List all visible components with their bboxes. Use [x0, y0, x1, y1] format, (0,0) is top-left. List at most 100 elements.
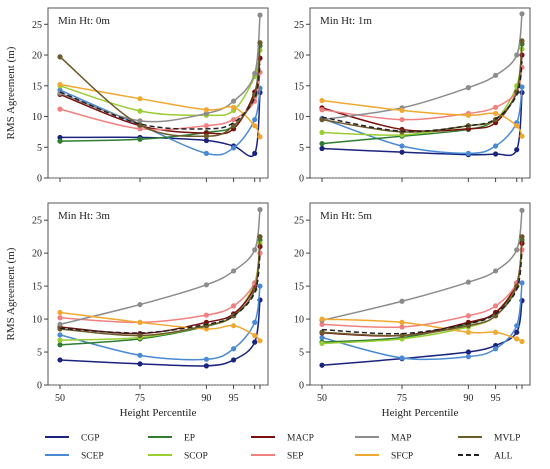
data-point: [257, 40, 263, 46]
legend-entry-mvlp: MVLP: [458, 434, 520, 444]
series-sfcp: [57, 309, 263, 344]
series-sep: [57, 250, 263, 325]
data-point: [399, 355, 405, 361]
data-point: [319, 340, 325, 347]
series-line: [321, 243, 523, 345]
data-point: [493, 104, 499, 110]
data-point: [493, 143, 499, 149]
data-point: [137, 361, 143, 367]
data-point: [203, 356, 209, 362]
data-point: [399, 324, 405, 330]
data-point: [399, 319, 405, 325]
legend-entry-macp: MACP: [251, 434, 314, 444]
y-tick-label: 20: [32, 51, 42, 62]
series-line: [321, 243, 523, 337]
data-point: [257, 250, 263, 256]
data-point: [514, 52, 520, 58]
data-point: [319, 140, 325, 147]
legend-entry-all: ALL: [458, 452, 513, 462]
data-point: [399, 149, 405, 155]
data-point: [231, 123, 237, 129]
data-point: [465, 279, 471, 285]
legend-entry-scop: SCOP: [148, 452, 208, 462]
data-point: [137, 96, 143, 102]
data-point: [137, 136, 143, 142]
legend-label: SFCP: [391, 452, 413, 462]
data-point: [252, 70, 258, 77]
series-mvlp: [57, 234, 263, 339]
data-point: [493, 313, 499, 319]
data-point: [57, 337, 63, 343]
data-point: [203, 137, 209, 144]
series-line: [321, 251, 523, 335]
y-tick-label: 10: [294, 112, 304, 123]
legend: CGP EP MACP MAP MVLP SCEP SCOP SEP SFCP ALL: [45, 434, 520, 462]
data-point: [203, 110, 209, 117]
data-point: [257, 338, 263, 344]
data-point: [252, 116, 258, 123]
data-point: [231, 346, 237, 352]
series-line: [321, 43, 523, 145]
data-point: [319, 129, 325, 136]
y-tick-label: 0: [299, 174, 304, 185]
y-axis-title: RMS Agreement (m): [5, 247, 17, 340]
y-tick-label: 10: [32, 315, 42, 326]
x-tick-label: 95: [491, 393, 501, 404]
data-point: [514, 247, 520, 253]
legend-label: CGP: [81, 434, 99, 444]
series-line: [59, 239, 261, 346]
panel-title: Min Ht: 5m: [320, 210, 372, 222]
data-point: [465, 329, 471, 335]
data-point: [252, 247, 258, 253]
data-point: [399, 143, 405, 149]
y-tick-label: 15: [294, 81, 304, 92]
series-line: [321, 210, 523, 322]
data-point: [231, 268, 237, 274]
data-point: [231, 98, 237, 104]
data-point: [493, 110, 499, 117]
data-point: [319, 316, 325, 322]
data-point: [57, 342, 63, 348]
legend-label: ALL: [494, 452, 513, 462]
data-point: [319, 97, 325, 104]
legend-entry-ep: EP: [148, 434, 195, 444]
data-point: [519, 207, 525, 213]
data-point: [57, 357, 63, 363]
data-point: [57, 332, 63, 338]
data-point: [493, 303, 499, 309]
x-tick-label: 95: [229, 393, 239, 404]
data-point: [319, 362, 325, 368]
series-line: [321, 236, 523, 337]
data-point: [203, 107, 209, 113]
data-point: [137, 319, 143, 325]
x-tick-label: 90: [201, 393, 211, 404]
y-tick-label: 25: [294, 216, 304, 227]
y-tick-label: 20: [294, 249, 304, 260]
y-tick-label: 5: [299, 348, 304, 359]
x-tick-label: 50: [55, 393, 65, 404]
y-tick-label: 20: [294, 51, 304, 62]
data-point: [465, 354, 471, 360]
data-point: [465, 349, 471, 355]
y-tick-label: 15: [32, 81, 42, 92]
series-all: [59, 254, 261, 334]
series-sfcp: [319, 97, 525, 139]
data-point: [137, 352, 143, 358]
x-tick-label: 75: [397, 393, 407, 404]
y-tick-label: 5: [37, 143, 42, 154]
data-point: [493, 329, 499, 335]
x-axis-title: Height Percentile: [120, 407, 197, 419]
data-point: [514, 336, 520, 342]
plot-frame: [309, 7, 531, 179]
series-map: [57, 207, 263, 327]
legend-label: MACP: [287, 434, 314, 444]
series-line: [321, 282, 523, 361]
data-point: [57, 309, 63, 316]
data-point: [57, 321, 63, 327]
data-point: [57, 54, 63, 60]
data-point: [231, 357, 237, 363]
legend-entry-sep: SEP: [251, 452, 303, 462]
series-line: [321, 239, 523, 343]
y-tick-label: 0: [299, 381, 304, 392]
